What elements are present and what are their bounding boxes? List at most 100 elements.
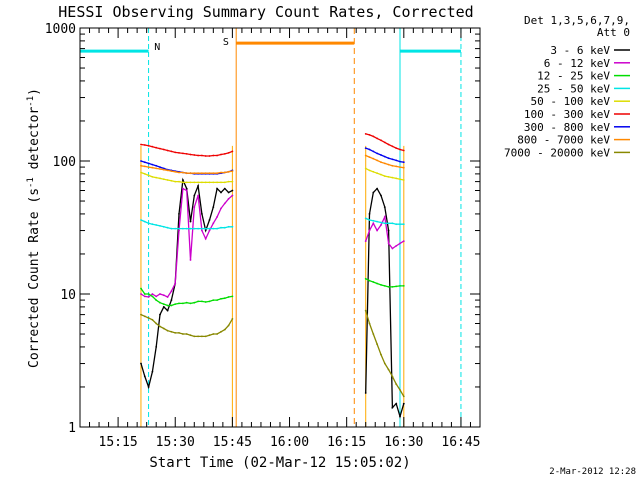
y-tick-label: 10: [60, 288, 76, 303]
data-point: [174, 170, 177, 173]
data-point: [383, 362, 386, 365]
data-point: [368, 156, 371, 159]
data-point: [159, 168, 161, 170]
data-point: [387, 176, 390, 178]
series-6-12keV: [364, 214, 405, 250]
data-point: [159, 301, 161, 304]
series-12-25keV: [364, 277, 405, 288]
data-point: [223, 171, 226, 174]
data-point: [155, 299, 158, 301]
legend-label: 7000 - 20000 keV: [504, 146, 610, 159]
data-point: [189, 153, 192, 156]
series-layer: [140, 133, 405, 419]
y-axis-label-end: ): [27, 88, 42, 96]
data-point: [166, 309, 169, 312]
data-point: [212, 299, 215, 301]
data-point: [376, 282, 378, 285]
data-point: [220, 207, 222, 210]
data-point: [368, 213, 371, 215]
data-point: [140, 293, 142, 295]
data-point: [151, 295, 154, 298]
data-point: [185, 153, 188, 155]
data-point: [159, 293, 161, 295]
data-point: [383, 162, 386, 165]
data-point: [155, 167, 158, 170]
data-point: [189, 220, 192, 223]
data-point: [204, 335, 207, 338]
data-point: [170, 304, 173, 307]
data-point: [212, 154, 215, 157]
data-point: [166, 149, 169, 152]
data-point: [402, 223, 405, 226]
data-point: [193, 194, 196, 197]
series-100-300keV: [140, 143, 234, 157]
data-point: [402, 161, 405, 164]
data-point: [376, 172, 378, 175]
data-point: [166, 169, 169, 172]
data-point: [372, 191, 375, 194]
data-point: [376, 137, 378, 140]
data-point: [220, 330, 222, 333]
data-point: [178, 171, 180, 174]
data-point: [189, 172, 192, 175]
y-axis-label-sup1: -1: [26, 177, 36, 188]
data-point: [197, 181, 200, 184]
data-point: [380, 173, 382, 176]
data-point: [231, 194, 234, 197]
data-point: [231, 180, 234, 183]
data-point: [383, 206, 386, 209]
data-point: [399, 285, 401, 287]
x-tick-label: 15:15: [99, 435, 138, 450]
series-12-25keV: [140, 287, 234, 307]
data-point: [185, 333, 188, 335]
y-axis-label-sup2: -1: [26, 96, 36, 107]
data-point: [387, 163, 390, 166]
data-point: [140, 313, 142, 316]
data-point: [368, 322, 371, 325]
data-point: [143, 161, 146, 164]
series-300-800keV: [364, 147, 405, 164]
data-point: [380, 284, 382, 286]
data-point: [151, 176, 154, 178]
data-point: [391, 375, 394, 378]
data-point: [208, 172, 211, 175]
data-point: [155, 346, 158, 348]
data-point: [193, 172, 196, 175]
data-point: [151, 145, 154, 148]
data-point: [140, 171, 142, 174]
data-point: [372, 170, 375, 173]
data-point: [189, 259, 192, 261]
data-point: [372, 222, 375, 225]
data-point: [162, 167, 165, 170]
data-point: [364, 277, 367, 280]
data-point: [216, 216, 219, 218]
data-point: [170, 227, 173, 230]
legend-label: 12 - 25 keV: [537, 70, 610, 83]
data-point: [185, 181, 188, 184]
data-point: [147, 386, 150, 388]
data-point: [387, 368, 390, 371]
data-point: [368, 229, 371, 232]
data-point: [212, 227, 215, 230]
data-point: [143, 295, 146, 298]
data-point: [227, 296, 230, 298]
data-point: [166, 304, 169, 307]
data-point: [387, 286, 390, 288]
series-50-100keV: [140, 171, 234, 184]
data-point: [220, 153, 222, 156]
data-point: [147, 293, 150, 295]
data-point: [151, 163, 154, 166]
data-point: [201, 213, 203, 215]
data-point: [162, 306, 165, 308]
data-point: [201, 229, 203, 232]
data-point: [395, 165, 398, 168]
data-point: [189, 227, 192, 230]
y-tick-label: 1000: [45, 22, 76, 37]
data-point: [197, 300, 200, 303]
data-point: [227, 225, 230, 228]
series-25-50keV: [140, 219, 234, 230]
data-point: [220, 171, 222, 174]
data-point: [166, 329, 169, 332]
data-point: [212, 172, 215, 175]
